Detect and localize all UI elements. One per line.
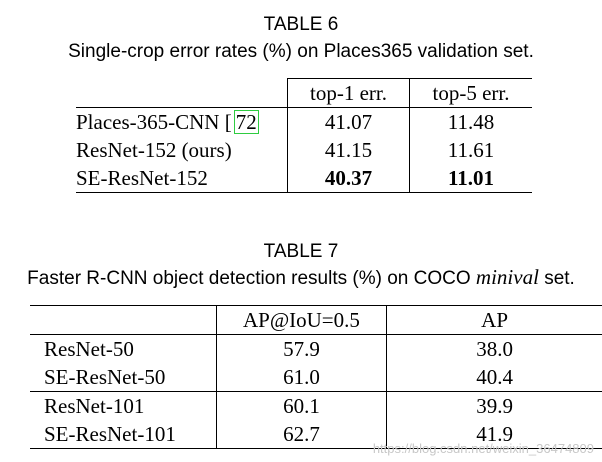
top5-cell: 11.48: [447, 109, 495, 134]
ap-cell: 38.0: [476, 336, 513, 361]
top1-cell: 40.37: [287, 164, 410, 193]
table-row: SE-ResNet-50 61.0 40.4: [30, 363, 602, 392]
ap-cell: 39.9: [476, 393, 513, 418]
model-name: Places-365-CNN: [76, 109, 220, 134]
table-row: ResNet-101 60.1 39.9: [30, 391, 602, 420]
top1-cell: 41.07: [287, 107, 410, 136]
model-name: ResNet-152 (ours): [76, 137, 232, 162]
ap-cell: 41.9: [386, 420, 602, 449]
table-row: ResNet-152 (ours) 41.15 11.61: [76, 136, 532, 164]
table-row: SE-ResNet-101 62.7 41.9: [30, 420, 602, 449]
table6-label: TABLE 6: [263, 14, 339, 35]
table7-caption-suffix: set.: [538, 268, 575, 289]
table7-caption-prefix: Faster R-CNN object detection results (%…: [27, 268, 476, 289]
top5-best-value: 11.01: [447, 165, 495, 190]
table6-header-row: top-1 err. top-5 err.: [76, 78, 532, 108]
table6-header-blank: [76, 78, 288, 108]
top5-cell: 11.61: [447, 137, 495, 162]
table6-row-label: Places-365-CNN [72: [76, 109, 259, 134]
watermark: https://blog.csdn.net/weixin_36474809: [372, 441, 594, 456]
model-name: SE-ResNet-50: [30, 363, 217, 392]
table6-header-top5: top-5 err.: [409, 78, 532, 108]
table6-header-top1: top-1 err.: [287, 78, 410, 108]
top1-cell: 41.15: [287, 136, 410, 164]
table7-header-blank: [30, 305, 217, 335]
ap50-cell: 60.1: [216, 391, 388, 420]
model-name: ResNet-50: [30, 334, 217, 363]
table7-header-ap50: AP@IoU=0.5: [216, 305, 388, 335]
table-row: SE-ResNet-152 40.37 11.01: [76, 164, 532, 193]
model-name: ResNet-101: [30, 391, 217, 420]
ap50-cell: 62.7: [216, 420, 388, 449]
ap50-cell: 61.0: [216, 363, 388, 392]
top5-cell: 11.01: [409, 164, 532, 193]
model-name: SE-ResNet-101: [30, 420, 217, 449]
table7-caption: Faster R-CNN object detection results (%…: [0, 266, 602, 290]
table-row: ResNet-50 57.9 38.0: [30, 334, 602, 363]
ap-cell: 40.4: [386, 363, 602, 392]
table7-label: TABLE 7: [263, 241, 339, 262]
table6: top-1 err. top-5 err. Places-365-CNN [72…: [76, 78, 532, 193]
top1-best-value: 40.37: [324, 165, 373, 190]
table-row: Places-365-CNN [72 41.07 11.48: [76, 107, 532, 136]
table6-caption: Single-crop error rates (%) on Places365…: [68, 41, 534, 62]
model-name: SE-ResNet-152: [76, 164, 288, 193]
citation-link[interactable]: 72: [233, 109, 259, 134]
table7-header-row: AP@IoU=0.5 AP: [30, 305, 602, 335]
ap50-cell: 57.9: [216, 334, 388, 363]
table7: AP@IoU=0.5 AP ResNet-50 57.9 38.0 SE-Res…: [30, 305, 602, 449]
table7-caption-italic: minival: [475, 265, 539, 289]
table7-header-ap: AP: [386, 305, 602, 335]
